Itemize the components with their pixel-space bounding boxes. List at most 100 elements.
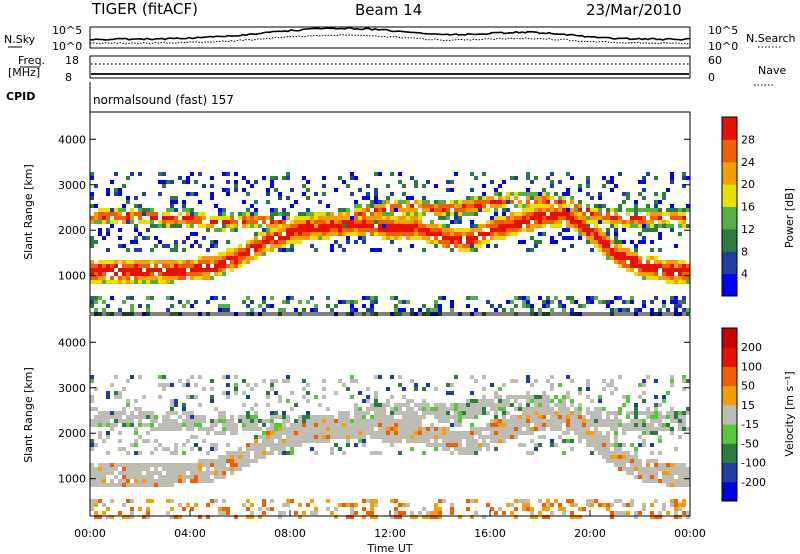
power-cell xyxy=(614,224,618,228)
velocity-cell xyxy=(190,423,194,427)
velocity-cell xyxy=(578,515,582,519)
velocity-cell xyxy=(470,499,474,503)
velocity-cell xyxy=(658,419,662,423)
power-cell xyxy=(230,264,234,268)
power-cell xyxy=(310,224,314,228)
velocity-cell xyxy=(490,399,494,403)
velocity-cell xyxy=(138,407,142,411)
velocity-cell xyxy=(362,431,366,435)
velocity-cell xyxy=(590,399,594,403)
velocity-cell xyxy=(342,383,346,387)
velocity-cell xyxy=(478,403,482,407)
velocity-cell xyxy=(522,419,526,423)
colorbar-tick-label: 15 xyxy=(741,399,755,412)
velocity-cell xyxy=(302,379,306,383)
power-cell xyxy=(494,208,498,212)
power-cell xyxy=(626,252,630,256)
velocity-cell xyxy=(574,415,578,419)
power-cell xyxy=(270,180,274,184)
velocity-cell xyxy=(346,419,350,423)
power-cell xyxy=(162,244,166,248)
power-cell xyxy=(518,220,522,224)
velocity-cell xyxy=(614,443,618,447)
velocity-cell xyxy=(186,395,190,399)
velocity-cell xyxy=(314,423,318,427)
power-cell xyxy=(342,248,346,252)
power-cell xyxy=(178,212,182,216)
power-cell xyxy=(418,308,422,312)
velocity-cell xyxy=(102,415,106,419)
velocity-cell xyxy=(114,395,118,399)
power-cell xyxy=(114,192,118,196)
velocity-colorbar-frame xyxy=(721,327,738,502)
power-cell xyxy=(486,200,490,204)
power-cell xyxy=(526,300,530,304)
power-cell xyxy=(298,236,302,240)
velocity-cell xyxy=(406,403,410,407)
velocity-cell xyxy=(662,427,666,431)
velocity-cell xyxy=(490,407,494,411)
power-cell xyxy=(278,224,282,228)
power-cell xyxy=(374,212,378,216)
power-cell xyxy=(590,216,594,220)
power-cell xyxy=(298,212,302,216)
power-cell xyxy=(418,232,422,236)
power-cell xyxy=(326,236,330,240)
velocity-cell xyxy=(218,475,222,479)
velocity-cell xyxy=(166,415,170,419)
velocity-cell xyxy=(294,423,298,427)
power-cell xyxy=(514,192,518,196)
velocity-cell xyxy=(370,431,374,435)
velocity-cell xyxy=(254,427,258,431)
velocity-cell xyxy=(518,499,522,503)
velocity-cell xyxy=(526,407,530,411)
velocity-cell xyxy=(526,507,530,511)
power-cell xyxy=(662,304,666,308)
velocity-cell xyxy=(294,427,298,431)
velocity-cell xyxy=(442,415,446,419)
velocity-cell xyxy=(198,463,202,467)
power-cell xyxy=(90,196,94,200)
velocity-cell xyxy=(138,411,142,415)
velocity-cell xyxy=(262,379,266,383)
velocity-cell xyxy=(110,383,114,387)
power-cell xyxy=(394,236,398,240)
velocity-cell xyxy=(114,463,118,467)
velocity-cell xyxy=(474,379,478,383)
velocity-cell xyxy=(494,403,498,407)
velocity-cell xyxy=(370,407,374,411)
velocity-cell xyxy=(534,411,538,415)
velocity-cell xyxy=(606,503,610,507)
power-cell xyxy=(338,216,342,220)
power-cell xyxy=(294,308,298,312)
power-cell xyxy=(450,308,454,312)
velocity-cell xyxy=(134,463,138,467)
power-cell xyxy=(570,296,574,300)
velocity-cell xyxy=(570,447,574,451)
power-cell xyxy=(558,196,562,200)
velocity-cell xyxy=(666,479,670,483)
power-cell xyxy=(162,260,166,264)
power-cell xyxy=(506,216,510,220)
velocity-cell xyxy=(246,415,250,419)
power-cell xyxy=(578,188,582,192)
velocity-cell xyxy=(490,403,494,407)
velocity-cell xyxy=(650,419,654,423)
power-cell xyxy=(550,308,554,312)
velocity-cell xyxy=(294,403,298,407)
power-cell xyxy=(330,212,334,216)
power-cell xyxy=(218,304,222,308)
velocity-cell xyxy=(682,475,686,479)
power-cell xyxy=(170,208,174,212)
power-cell xyxy=(234,252,238,256)
power-cell xyxy=(646,256,650,260)
velocity-cell xyxy=(254,459,258,463)
power-cell xyxy=(414,200,418,204)
power-cell xyxy=(250,312,254,316)
power-cell xyxy=(170,272,174,276)
velocity-cell xyxy=(554,499,558,503)
power-cell xyxy=(122,204,126,208)
power-cell xyxy=(138,304,142,308)
power-cell xyxy=(390,312,394,316)
velocity-cell xyxy=(322,423,326,427)
